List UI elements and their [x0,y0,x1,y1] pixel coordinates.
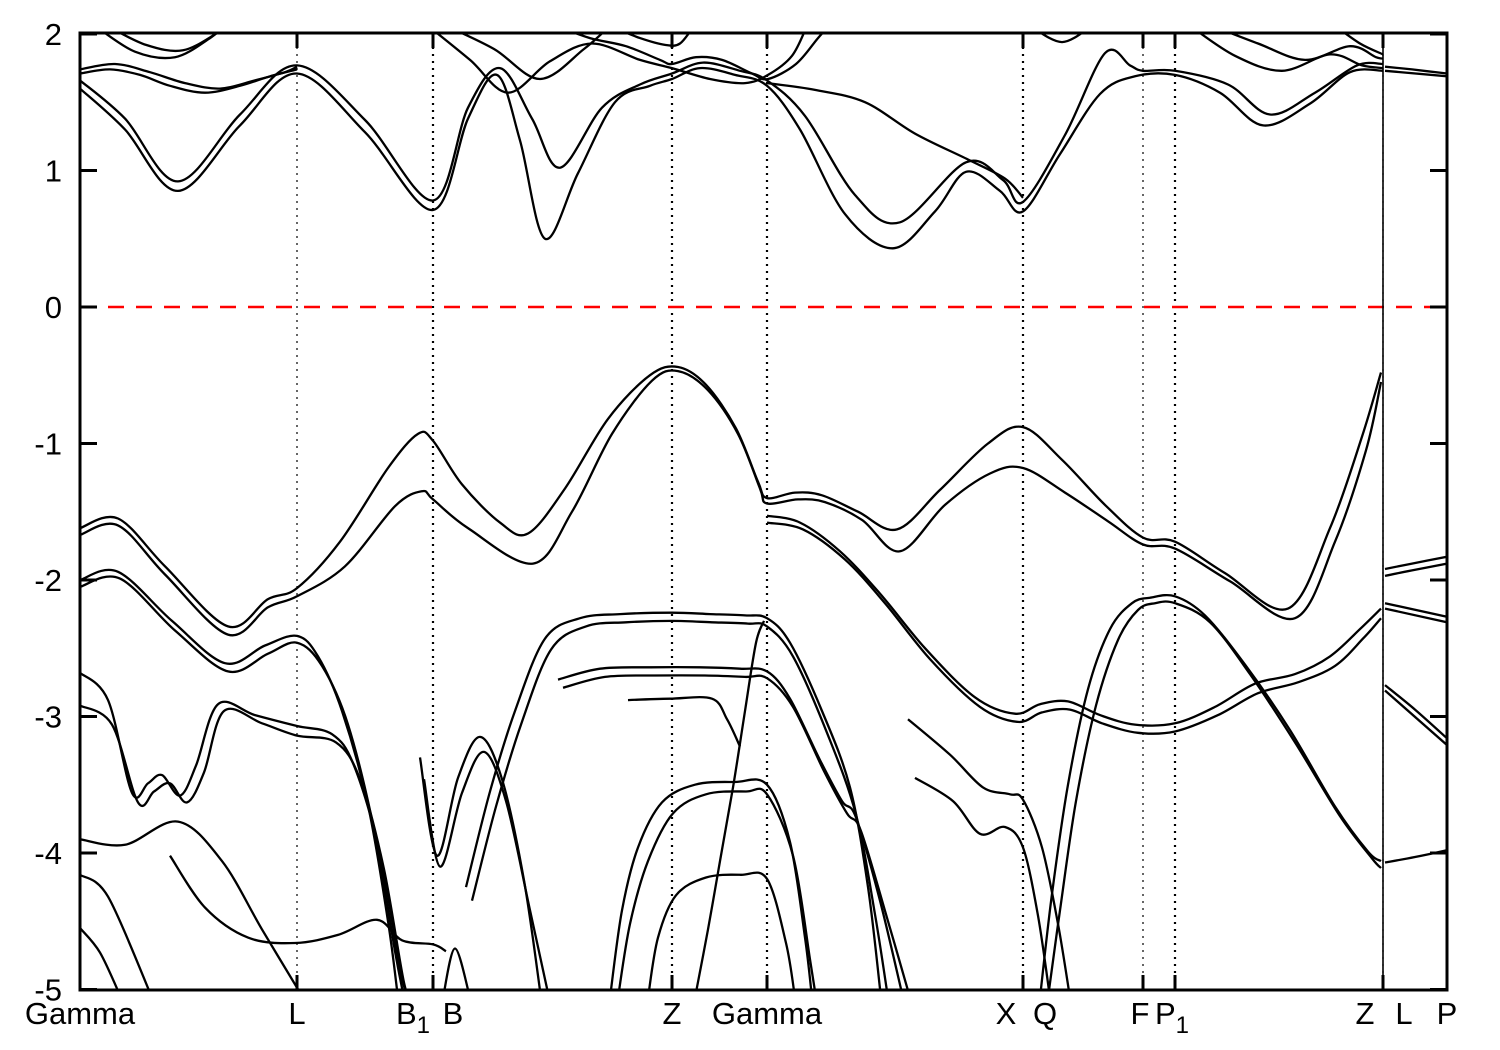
band-curve [81,66,1384,250]
y-tick-label: 2 [45,17,62,52]
band-curve [1344,34,1384,56]
kpoint-label: L [288,996,305,1031]
kpoint-label: Gamma [25,996,136,1031]
band-curve [81,68,298,94]
band-curve [1384,555,1446,571]
kpoint-label: Gamma [712,996,823,1031]
band-curve [1384,562,1446,578]
band-curve [81,874,150,989]
band-curve [562,674,909,989]
band-curve [1040,34,1083,44]
y-tick-label: 0 [45,290,62,325]
kpoint-label: Z [1356,996,1375,1031]
band-curve [422,750,549,989]
kpoint-label: B1 [396,996,430,1039]
band-curve [81,369,1383,637]
band-curve [574,34,824,81]
band-curve [81,927,119,989]
tick-marks [78,32,1449,991]
band-curve [618,787,816,989]
band-curve [695,620,766,989]
band-curve [1384,69,1446,78]
kpoint-label: B [443,996,464,1031]
band-curve [81,672,406,989]
kpoint-label: F [1131,996,1150,1031]
band-curve [443,947,470,989]
band-curve [766,81,1024,199]
x-axis-labels: Gamma L B1 B Z Gamma X Q F P1 Z L P [25,996,1457,1039]
band-curve [609,778,813,989]
kpoint-label: Z [663,996,682,1031]
band-curve [1199,34,1384,72]
band-curve [169,855,447,953]
plot-border [78,31,1449,992]
band-curve [766,514,1382,727]
band-curve [81,62,298,90]
kpoint-label: P1 [1155,996,1189,1039]
band-curve [104,34,218,60]
kpoint-label: X [996,996,1017,1031]
y-tick-label: 1 [45,153,62,188]
band-curve [81,820,300,989]
band-curve [1384,602,1446,618]
x-grid-lines [296,33,1384,990]
band-curve [1229,34,1384,62]
band-curve [464,611,882,989]
y-tick-label: -5 [34,972,62,1007]
band-curve [436,34,805,94]
band-curve [1048,600,1382,989]
band-curve [627,696,742,747]
band-curve [1384,684,1446,739]
band-curve [81,704,407,989]
band-curve [626,34,690,47]
band-curves [81,34,1446,989]
band-curve [81,575,404,989]
y-tick-label: -4 [34,836,62,871]
band-curve [119,34,218,53]
band-curve [461,34,604,81]
kpoint-label: L [1395,996,1412,1031]
y-tick-label: -3 [34,699,62,734]
y-axis-labels: 2 1 0 -1 -2 -3 -4 -5 [34,17,62,1007]
band-curve [81,365,1383,629]
kpoint-label: Q [1033,996,1057,1031]
y-tick-label: -2 [34,563,62,598]
band-curve [1384,65,1446,75]
band-curve [1384,607,1446,624]
band-curve [914,776,1050,989]
y-tick-label: -1 [34,426,62,461]
band-curve [1384,689,1446,746]
band-curve [648,871,795,989]
kpoint-label: P [1437,996,1458,1031]
band-curve [81,568,399,989]
band-curve [557,666,903,989]
